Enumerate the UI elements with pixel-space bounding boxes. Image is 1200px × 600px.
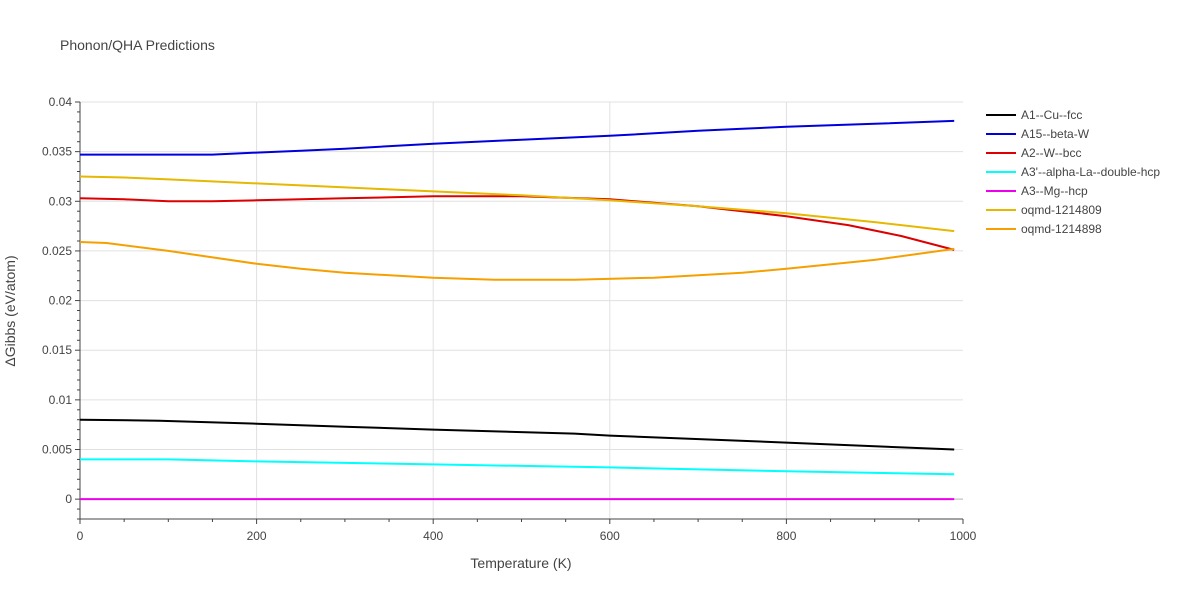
legend-label: oqmd-1214809 <box>1021 203 1102 217</box>
series-line[interactable] <box>79 241 955 281</box>
x-tick-label: 200 <box>247 529 267 543</box>
y-tick-label: 0 <box>65 492 72 506</box>
legend-item[interactable]: oqmd-1214898 <box>986 222 1102 236</box>
axes-layer: 0 200 400 600 800 1000 0 0.005 0.01 0.015 0.02 0.02… <box>42 95 977 543</box>
y-tick-label: 0.015 <box>42 343 72 357</box>
y-tick-label: 0.02 <box>49 294 73 308</box>
x-axis-title: Temperature (K) <box>470 555 571 571</box>
series-layer <box>79 119 955 501</box>
legend-item[interactable]: A3--Mg--hcp <box>986 184 1088 198</box>
legend-item[interactable]: A1--Cu--fcc <box>986 108 1082 122</box>
y-tick-label: 0.035 <box>42 145 72 159</box>
series-line[interactable] <box>79 418 955 451</box>
x-tick-label: 0 <box>77 529 84 543</box>
legend-label: A3--Mg--hcp <box>1021 184 1088 198</box>
legend-label: A15--beta-W <box>1021 127 1090 141</box>
y-tick-label: 0.04 <box>49 95 73 109</box>
y-tick-label: 0.005 <box>42 443 72 457</box>
legend-item[interactable]: oqmd-1214809 <box>986 203 1102 217</box>
legend-item[interactable]: A15--beta-W <box>986 127 1090 141</box>
legend-item[interactable]: A2--W--bcc <box>986 146 1081 160</box>
x-tick-label: 600 <box>600 529 620 543</box>
y-tick-label: 0.03 <box>49 194 73 208</box>
y-axis-title: ΔGibbs (eV/atom) <box>2 255 18 366</box>
chart-title: Phonon/QHA Predictions <box>60 37 215 53</box>
series-line[interactable] <box>80 458 955 476</box>
legend-label: A3'--alpha-La--double-hcp <box>1021 165 1160 179</box>
x-tick-label: 800 <box>776 529 796 543</box>
legend-label: A1--Cu--fcc <box>1021 108 1082 122</box>
y-tick-label: 0.025 <box>42 244 72 258</box>
series-line[interactable] <box>79 175 955 233</box>
series-line[interactable] <box>80 119 955 156</box>
x-tick-label: 400 <box>423 529 443 543</box>
legend-label: A2--W--bcc <box>1021 146 1081 160</box>
legend[interactable]: A1--Cu--fcc A15--beta-W A2--W--bcc A3'--alp… <box>986 108 1160 236</box>
x-tick-label: 1000 <box>950 529 977 543</box>
y-tick-label: 0.01 <box>49 393 73 407</box>
legend-item[interactable]: A3'--alpha-La--double-hcp <box>986 165 1160 179</box>
legend-label: oqmd-1214898 <box>1021 222 1102 236</box>
